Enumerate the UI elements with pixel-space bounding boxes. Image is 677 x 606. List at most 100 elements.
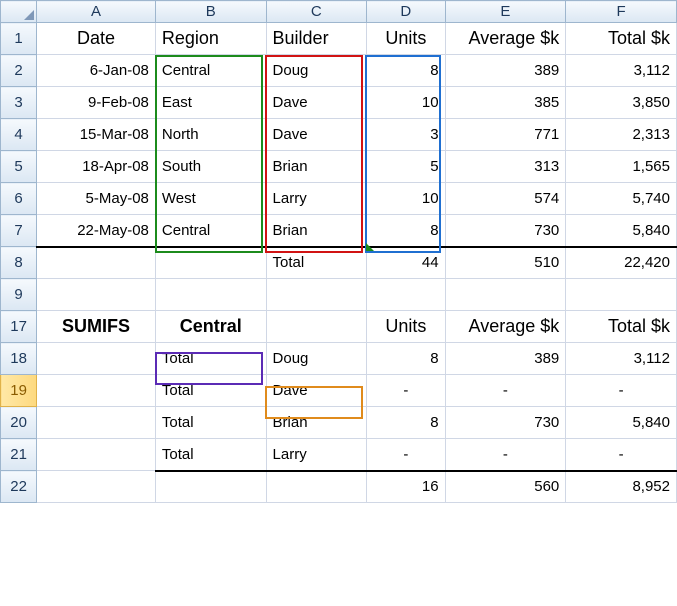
row-2[interactable]: 2 6-Jan-08 Central Doug 8 389 3,112 [1, 55, 677, 87]
cell-C8[interactable]: Total [266, 247, 367, 279]
col-header-E[interactable]: E [445, 1, 566, 23]
cell-D5[interactable]: 5 [367, 151, 445, 183]
row-17[interactable]: 17 SUMIFS Central Units Average $k Total… [1, 311, 677, 343]
cell-B5[interactable]: South [155, 151, 266, 183]
cell-E9[interactable] [445, 279, 566, 311]
row-header-3[interactable]: 3 [1, 87, 37, 119]
row-header-6[interactable]: 6 [1, 183, 37, 215]
cell-F1[interactable]: Total $k [566, 23, 677, 55]
cell-D8[interactable]: 44 [367, 247, 445, 279]
row-header-7[interactable]: 7 [1, 215, 37, 247]
row-header-17[interactable]: 17 [1, 311, 37, 343]
row-header-5[interactable]: 5 [1, 151, 37, 183]
cell-A3[interactable]: 9-Feb-08 [37, 87, 156, 119]
cell-E4[interactable]: 771 [445, 119, 566, 151]
cell-A19[interactable] [37, 375, 156, 407]
cell-D22[interactable]: 16 [367, 471, 445, 503]
cell-A18[interactable] [37, 343, 156, 375]
row-header-20[interactable]: 20 [1, 407, 37, 439]
cell-B9[interactable] [155, 279, 266, 311]
cell-C5[interactable]: Brian [266, 151, 367, 183]
cell-D9[interactable] [367, 279, 445, 311]
cell-C21[interactable]: Larry [266, 439, 367, 471]
cell-D2[interactable]: 8 [367, 55, 445, 87]
cell-E18[interactable]: 389 [445, 343, 566, 375]
cell-D17[interactable]: Units [367, 311, 445, 343]
cell-A7[interactable]: 22-May-08 [37, 215, 156, 247]
row-8[interactable]: 8 Total 44 510 22,420 [1, 247, 677, 279]
cell-C6[interactable]: Larry [266, 183, 367, 215]
row-header-4[interactable]: 4 [1, 119, 37, 151]
cell-F9[interactable] [566, 279, 677, 311]
cell-F18[interactable]: 3,112 [566, 343, 677, 375]
cell-A6[interactable]: 5-May-08 [37, 183, 156, 215]
spreadsheet-grid[interactable]: A B C D E F 1 Date Region Builder Units … [0, 0, 677, 503]
cell-D4[interactable]: 3 [367, 119, 445, 151]
row-header-19[interactable]: 19 [1, 375, 37, 407]
cell-F3[interactable]: 3,850 [566, 87, 677, 119]
col-header-C[interactable]: C [266, 1, 367, 23]
row-4[interactable]: 4 15-Mar-08 North Dave 3 771 2,313 [1, 119, 677, 151]
cell-B2[interactable]: Central [155, 55, 266, 87]
cell-A1[interactable]: Date [37, 23, 156, 55]
select-all-corner[interactable] [1, 1, 37, 23]
cell-A5[interactable]: 18-Apr-08 [37, 151, 156, 183]
cell-B1[interactable]: Region [155, 23, 266, 55]
col-header-D[interactable]: D [367, 1, 445, 23]
cell-B6[interactable]: West [155, 183, 266, 215]
cell-B20[interactable]: Total [155, 407, 266, 439]
cell-B19[interactable]: Total [155, 375, 266, 407]
cell-A2[interactable]: 6-Jan-08 [37, 55, 156, 87]
cell-F2[interactable]: 3,112 [566, 55, 677, 87]
cell-A22[interactable] [37, 471, 156, 503]
cell-C18[interactable]: Doug [266, 343, 367, 375]
cell-F19[interactable]: - [566, 375, 677, 407]
cell-E6[interactable]: 574 [445, 183, 566, 215]
cell-C20[interactable]: Brian [266, 407, 367, 439]
cell-C7[interactable]: Brian [266, 215, 367, 247]
cell-D19[interactable]: - [367, 375, 445, 407]
cell-B21[interactable]: Total [155, 439, 266, 471]
cell-E21[interactable]: - [445, 439, 566, 471]
row-header-9[interactable]: 9 [1, 279, 37, 311]
row-header-2[interactable]: 2 [1, 55, 37, 87]
row-22[interactable]: 22 16 560 8,952 [1, 471, 677, 503]
row-7[interactable]: 7 22-May-08 Central Brian 8 730 5,840 [1, 215, 677, 247]
cell-F22[interactable]: 8,952 [566, 471, 677, 503]
cell-C4[interactable]: Dave [266, 119, 367, 151]
cell-D7[interactable]: 8 [367, 215, 445, 247]
cell-A20[interactable] [37, 407, 156, 439]
cell-C17[interactable] [266, 311, 367, 343]
col-header-F[interactable]: F [566, 1, 677, 23]
cell-E22[interactable]: 560 [445, 471, 566, 503]
row-header-21[interactable]: 21 [1, 439, 37, 471]
cell-B3[interactable]: East [155, 87, 266, 119]
cell-F21[interactable]: - [566, 439, 677, 471]
cell-E5[interactable]: 313 [445, 151, 566, 183]
cell-A21[interactable] [37, 439, 156, 471]
cell-B4[interactable]: North [155, 119, 266, 151]
cell-A17[interactable]: SUMIFS [37, 311, 156, 343]
cell-F5[interactable]: 1,565 [566, 151, 677, 183]
row-20[interactable]: 20 Total Brian 8 730 5,840 [1, 407, 677, 439]
cell-C1[interactable]: Builder [266, 23, 367, 55]
cell-F8[interactable]: 22,420 [566, 247, 677, 279]
cell-C22[interactable] [266, 471, 367, 503]
cell-E17[interactable]: Average $k [445, 311, 566, 343]
row-21[interactable]: 21 Total Larry - - - [1, 439, 677, 471]
cell-E7[interactable]: 730 [445, 215, 566, 247]
cell-D20[interactable]: 8 [367, 407, 445, 439]
cell-C19[interactable]: Dave [266, 375, 367, 407]
cell-A8[interactable] [37, 247, 156, 279]
cell-B18[interactable]: Total [155, 343, 266, 375]
cell-E2[interactable]: 389 [445, 55, 566, 87]
col-header-A[interactable]: A [37, 1, 156, 23]
row-header-22[interactable]: 22 [1, 471, 37, 503]
cell-B8[interactable] [155, 247, 266, 279]
cell-E19[interactable]: - [445, 375, 566, 407]
cell-E3[interactable]: 385 [445, 87, 566, 119]
cell-C3[interactable]: Dave [266, 87, 367, 119]
row-19[interactable]: 19 Total Dave - - - [1, 375, 677, 407]
cell-B22[interactable] [155, 471, 266, 503]
cell-E20[interactable]: 730 [445, 407, 566, 439]
